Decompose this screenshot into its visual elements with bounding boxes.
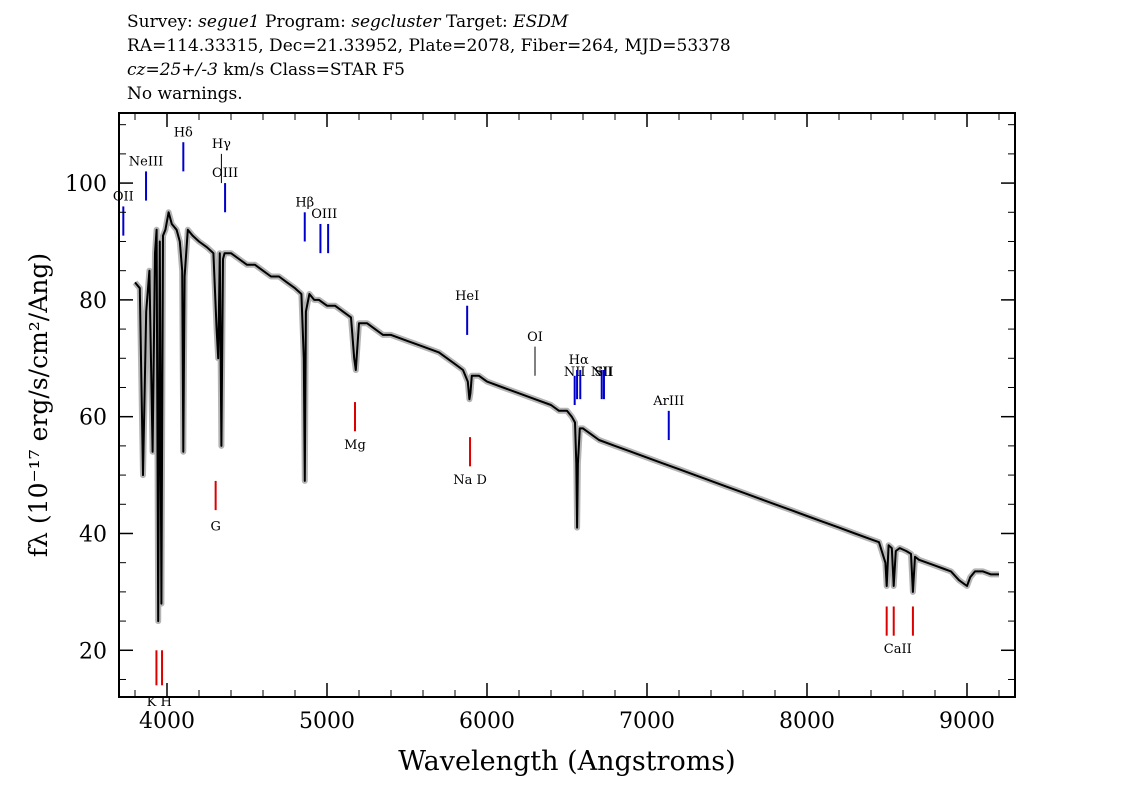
error-band-layer — [132, 209, 999, 625]
line-label-caii: CaII — [884, 642, 912, 657]
header-line-redshift: cz=25+/-3 km/s Class=STAR F5 — [127, 58, 731, 82]
line-label-g: G — [210, 520, 220, 535]
y-tick-label: 80 — [79, 289, 107, 314]
line-label-oi: OI — [527, 330, 543, 345]
axis-ticks: 4000 5000 6000 7000 8000 9000 20 40 60 80 100 — [65, 113, 1015, 734]
line-label-h: Hγ — [212, 137, 231, 152]
survey-value: segue1 — [198, 12, 260, 32]
x-axis-title: Wavelength (Angstroms) — [398, 746, 735, 777]
line-label-oiii: OIII — [311, 207, 337, 222]
line-label-neiii: NeIII — [129, 155, 163, 170]
flux-layer — [134, 211, 999, 623]
x-tick-label: 7000 — [619, 709, 675, 734]
y-axis-title: fλ (10⁻¹⁷ erg/s/cm²/Ang) — [24, 253, 53, 557]
plot-frame — [118, 112, 1016, 698]
line-label-sii: SII — [594, 365, 613, 380]
redshift-value: cz=25+/-3 — [127, 60, 218, 80]
line-label-h: Hβ — [295, 195, 314, 210]
x-tick-label: 9000 — [939, 709, 995, 734]
header-line-warnings: No warnings. — [127, 84, 243, 104]
x-tick-label: 5000 — [299, 709, 355, 734]
line-label-h: Hα — [569, 353, 589, 368]
line-label-ariii: ArIII — [652, 394, 684, 409]
header-line-survey: Survey: segue1 Program: segcluster Targe… — [127, 10, 731, 34]
spectral-lines-layer: OIINeIIIHδHγOIIIHβOIIIHeIOINIIHαNIISIIAr… — [113, 125, 914, 710]
line-label-hei: HeI — [455, 289, 479, 304]
line-label-oii: OII — [113, 190, 134, 205]
x-tick-label: 4000 — [139, 709, 195, 734]
flux-error-band — [132, 209, 999, 625]
target-value: ESDM — [513, 12, 569, 32]
x-tick-label: 6000 — [459, 709, 515, 734]
x-tick-label: 8000 — [779, 709, 835, 734]
header-line-coords: RA=114.33315, Dec=21.33952, Plate=2078, … — [127, 36, 731, 56]
line-label-h: Hδ — [174, 125, 193, 140]
redshift-class: km/s Class=STAR F5 — [223, 60, 405, 80]
survey-label: Survey: — [127, 12, 193, 32]
flux-series-line — [134, 211, 999, 623]
y-tick-label: 60 — [79, 406, 107, 431]
line-label-na-d: Na D — [453, 473, 487, 488]
program-value: segcluster — [351, 12, 441, 32]
spectrum-header: Survey: segue1 Program: segcluster Targe… — [127, 10, 731, 106]
program-label: Program: — [265, 12, 346, 32]
line-label-oiii: OIII — [212, 166, 238, 181]
y-tick-label: 20 — [79, 639, 107, 664]
line-label-k-h: K H — [147, 695, 172, 710]
line-label-nii: NII — [591, 365, 613, 380]
target-label: Target: — [445, 12, 508, 32]
line-label-mg: Mg — [344, 438, 366, 453]
y-tick-label: 100 — [65, 172, 107, 197]
y-tick-label: 40 — [79, 522, 107, 547]
